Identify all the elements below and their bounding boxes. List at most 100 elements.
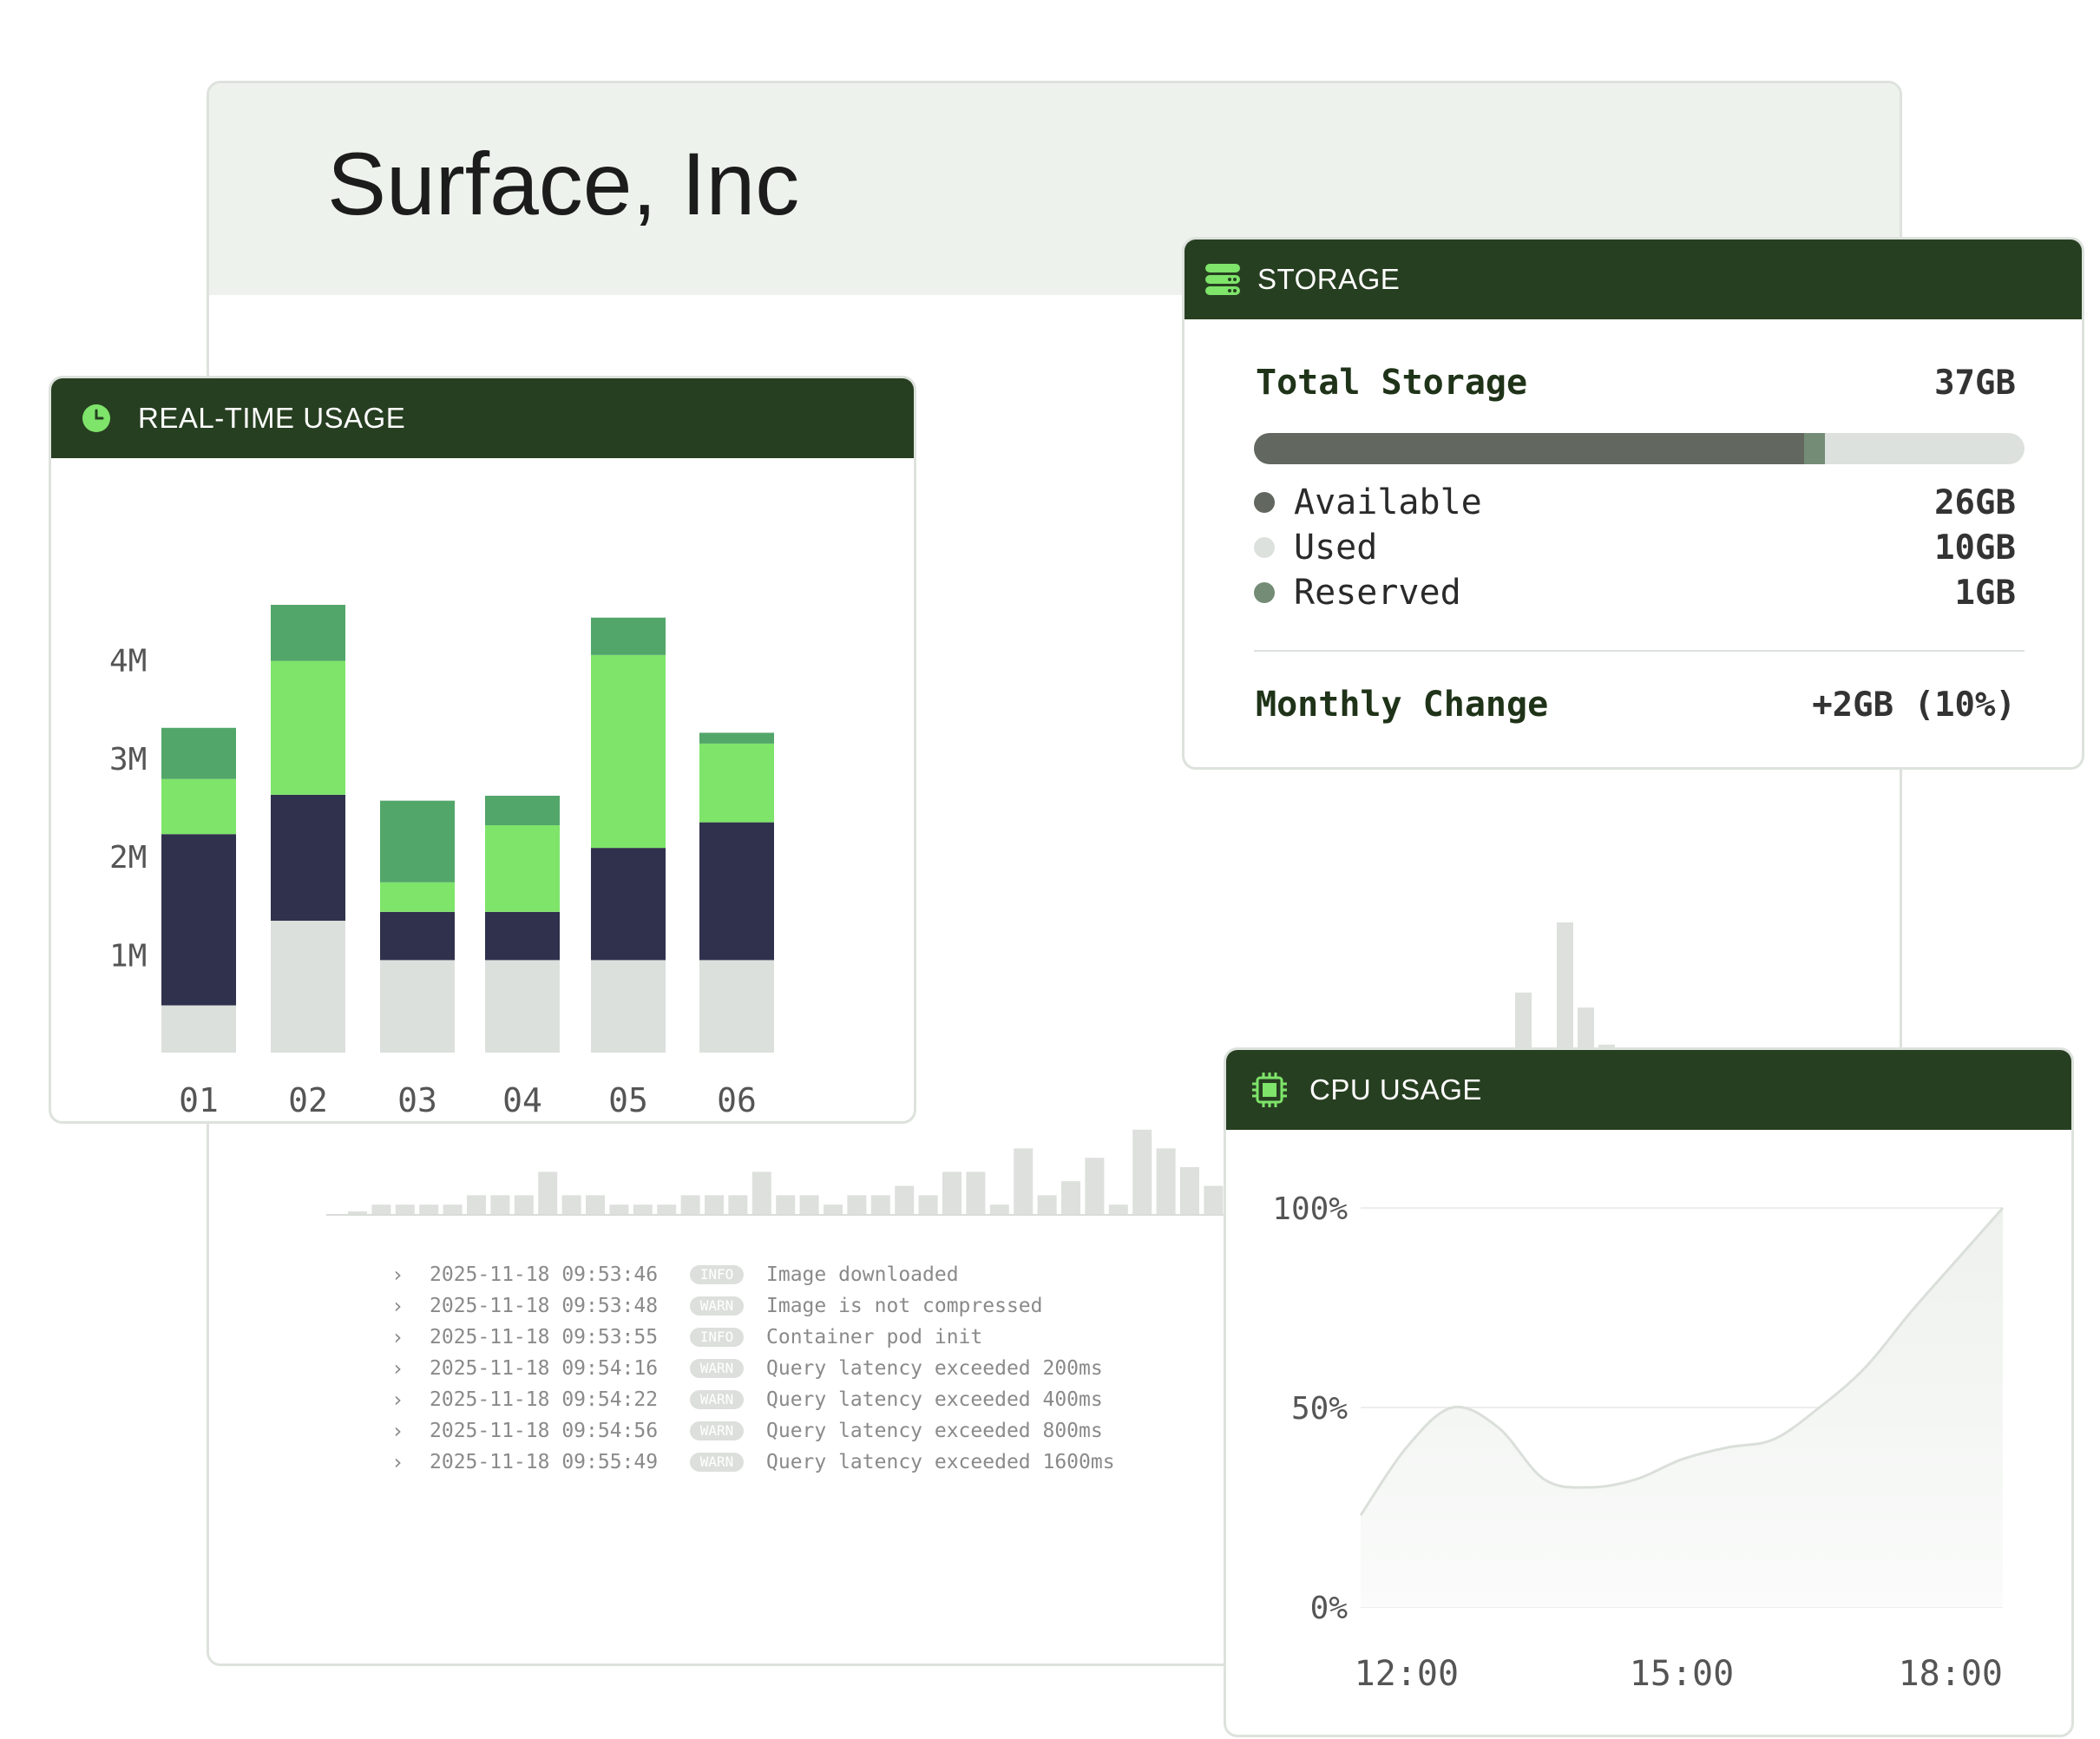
histogram-bar	[419, 1204, 439, 1214]
y-tick-label: 0%	[1310, 1591, 1349, 1626]
y-tick-label: 4M	[109, 643, 147, 679]
chevron-right-icon[interactable]: ›	[391, 1263, 404, 1287]
histogram-bar	[799, 1195, 819, 1214]
histogram-bar	[989, 1204, 1009, 1214]
histogram-bar	[1204, 1185, 1224, 1214]
x-tick-label: 03	[397, 1081, 437, 1118]
dashboard-header: Surface, Inc	[209, 83, 1900, 295]
total-storage-value: 37GB	[1934, 363, 2016, 403]
storage-legend-item: Available 26GB	[1254, 482, 2016, 522]
legend-dot	[1254, 492, 1275, 513]
histogram-bar	[847, 1195, 867, 1214]
histogram-bar	[514, 1195, 534, 1214]
monthly-change-label: Monthly Change	[1256, 685, 1549, 725]
log-level-badge: WARN	[690, 1390, 744, 1409]
histogram-bar	[443, 1204, 463, 1214]
histogram-bar	[586, 1195, 605, 1214]
chevron-right-icon[interactable]: ›	[391, 1325, 404, 1349]
cpu-usage-header: CPU USAGE	[1226, 1050, 2071, 1130]
log-list: › 2025-11-18 09:53:46 INFO Image downloaded…	[391, 1259, 1115, 1478]
histogram-bar-upper	[1578, 1007, 1594, 1053]
usage-bar-segment	[699, 743, 774, 823]
log-level-badge: INFO	[690, 1265, 744, 1284]
usage-bar-segment	[591, 960, 666, 1053]
chevron-right-icon[interactable]: ›	[391, 1294, 404, 1318]
storage-legend-label-wrap: Used	[1254, 528, 1377, 568]
histogram-bar	[870, 1195, 890, 1214]
monthly-change-value: +2GB (10%)	[1812, 685, 2016, 725]
log-row[interactable]: › 2025-11-18 09:53:48 WARN Image is not com…	[391, 1290, 1115, 1322]
log-row[interactable]: › 2025-11-18 09:53:55 INFO Container pod in…	[391, 1322, 1115, 1353]
log-timestamp: 2025-11-18 09:53:48	[430, 1295, 659, 1317]
cpu-area-chart: 0% 50% 100% 12:00 15:00 18:00	[1272, 1191, 2005, 1694]
log-message: Image downloaded	[766, 1263, 959, 1286]
histogram-bar-upper	[1557, 922, 1573, 1053]
log-timestamp: 2025-11-18 09:55:49	[430, 1451, 659, 1473]
log-level-badge: WARN	[690, 1359, 744, 1378]
usage-bar-segment	[161, 778, 236, 835]
usage-bar-segment	[699, 960, 774, 1053]
log-timestamp: 2025-11-18 09:54:22	[430, 1388, 659, 1411]
storage-legend-label: Available	[1294, 482, 1482, 522]
log-row[interactable]: › 2025-11-18 09:54:16 WARN Query latency ex…	[391, 1353, 1115, 1384]
storage-legend-value: 1GB	[1954, 573, 2016, 613]
y-tick-label: 1M	[109, 939, 147, 974]
x-tick-label: 04	[502, 1081, 542, 1118]
realtime-usage-header: REAL-TIME USAGE	[51, 378, 914, 458]
total-storage-row: Total Storage 37GB	[1256, 363, 2016, 403]
log-row[interactable]: › 2025-11-18 09:54:56 WARN Query latency ex…	[391, 1415, 1115, 1447]
storage-divider	[1254, 650, 2025, 652]
cpu-line	[1359, 1207, 2005, 1517]
log-message: Query latency exceeded 1600ms	[766, 1451, 1115, 1473]
storage-title: STORAGE	[1257, 263, 1401, 295]
usage-bar-segment	[485, 825, 560, 912]
x-tick-label: 06	[717, 1081, 757, 1118]
chevron-right-icon[interactable]: ›	[391, 1419, 404, 1443]
storage-legend-item: Reserved 1GB	[1254, 573, 2016, 613]
histogram-bar	[1108, 1204, 1128, 1214]
histogram-bar	[1014, 1148, 1034, 1214]
usage-bar-segment	[699, 822, 774, 961]
storage-card: STORAGE Total Storage 37GB Available 26GB…	[1182, 237, 2084, 770]
storage-bar-available	[1254, 433, 1805, 464]
cpu-chip-icon	[1252, 1073, 1287, 1107]
realtime-usage-card: REAL-TIME USAGE 1M 2M 3M 4M 01 02 03 04 05 06	[49, 376, 916, 1124]
histogram-bar	[776, 1195, 796, 1214]
x-tick-label: 15:00	[1630, 1654, 1734, 1694]
usage-bar-segment	[380, 800, 455, 883]
histogram-bar	[1061, 1181, 1080, 1214]
usage-bar-segment	[380, 911, 455, 961]
usage-bar-segment	[591, 654, 666, 849]
x-tick-label: 02	[288, 1081, 328, 1118]
usage-bar-segment	[591, 617, 666, 655]
usage-bar-segment	[485, 796, 560, 826]
chevron-right-icon[interactable]: ›	[391, 1356, 404, 1381]
company-title: Surface, Inc	[327, 135, 800, 233]
storage-legend-label: Used	[1294, 528, 1378, 568]
log-level-badge: WARN	[690, 1296, 744, 1316]
histogram-bar	[395, 1204, 415, 1214]
realtime-usage-title: REAL-TIME USAGE	[138, 402, 406, 434]
usage-bar-segment	[161, 834, 236, 1006]
usage-bar-segment	[485, 911, 560, 961]
histogram-bar	[680, 1195, 700, 1214]
log-timestamp: 2025-11-18 09:54:56	[430, 1420, 659, 1442]
usage-bar-segment	[161, 1005, 236, 1053]
chevron-right-icon[interactable]: ›	[391, 1450, 404, 1474]
log-row[interactable]: › 2025-11-18 09:55:49 WARN Query latency ex…	[391, 1447, 1115, 1478]
histogram-bar	[705, 1195, 724, 1214]
log-level-badge: WARN	[690, 1421, 744, 1440]
usage-bar-chart: 1M 2M 3M 4M 01 02 03 04 05 06	[109, 605, 774, 1118]
usage-bar-segment	[271, 660, 345, 795]
log-row[interactable]: › 2025-11-18 09:53:46 INFO Image downloaded	[391, 1259, 1115, 1290]
usage-bar-segment	[161, 727, 236, 779]
storage-legend-label-wrap: Reserved	[1254, 573, 1461, 613]
x-tick-label: 12:00	[1355, 1654, 1459, 1694]
log-row[interactable]: › 2025-11-18 09:54:22 WARN Query latency ex…	[391, 1384, 1115, 1415]
usage-bar-segment	[271, 921, 345, 1053]
log-timestamp: 2025-11-18 09:54:16	[430, 1357, 659, 1380]
legend-dot	[1254, 582, 1275, 603]
log-message: Query latency exceeded 800ms	[766, 1420, 1103, 1442]
chevron-right-icon[interactable]: ›	[391, 1388, 404, 1412]
log-message: Container pod init	[766, 1326, 983, 1349]
